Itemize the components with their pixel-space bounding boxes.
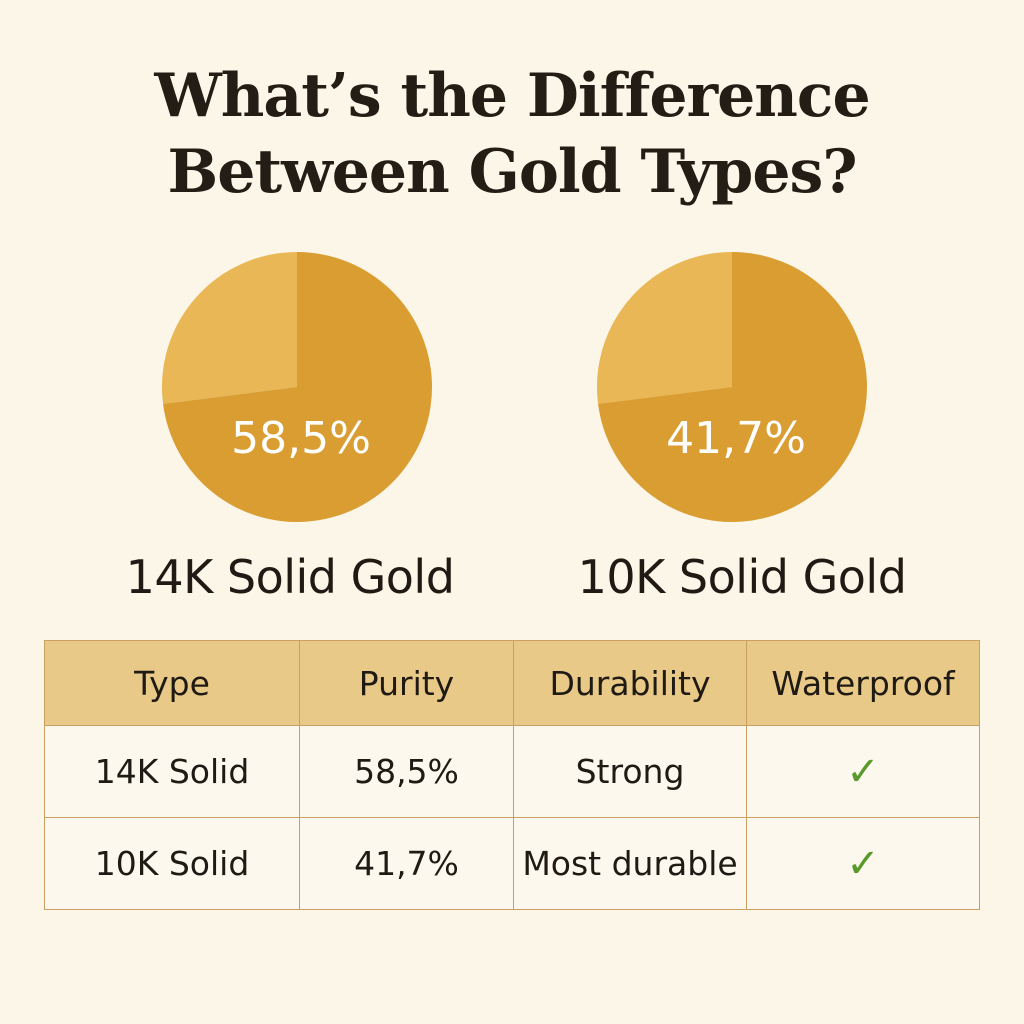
cell-type: 14K Solid: [44, 725, 300, 818]
pie-slice-0: [598, 252, 867, 522]
pie-slice-1: [162, 252, 297, 404]
table-header-row: Type Purity Durability Waterproof: [44, 640, 980, 726]
cell-durability: Most durable: [513, 817, 747, 910]
header-purity: Purity: [299, 640, 514, 726]
pie-value-label: 41,7%: [666, 413, 806, 464]
cell-purity: 58,5%: [299, 725, 514, 818]
table-row: 10K Solid 41,7% Most durable ✓: [44, 817, 980, 910]
pie-chart-10k: 41,7%: [597, 252, 867, 522]
title-line-1: What’s the Difference: [154, 61, 870, 131]
cell-purity: 41,7%: [299, 817, 514, 910]
pie-slice-1: [597, 252, 732, 404]
pie-caption-10k: 10K Solid Gold: [577, 550, 907, 604]
pie-chart-14k: 58,5%: [162, 252, 432, 522]
check-icon: ✓: [746, 817, 980, 910]
cell-durability: Strong: [513, 725, 747, 818]
title-line-2: Between Gold Types?: [167, 137, 858, 207]
header-type: Type: [44, 640, 300, 726]
header-waterproof: Waterproof: [746, 640, 980, 726]
cell-type: 10K Solid: [44, 817, 300, 910]
table-row: 14K Solid 58,5% Strong ✓: [44, 725, 980, 818]
pie-value-label: 58,5%: [231, 413, 371, 464]
header-durability: Durability: [513, 640, 747, 726]
page-title: What’s the Difference Between Gold Types…: [0, 58, 1024, 210]
check-icon: ✓: [746, 725, 980, 818]
pie-slice-0: [163, 252, 432, 522]
comparison-table: Type Purity Durability Waterproof 14K So…: [44, 640, 980, 910]
pie-caption-14k: 14K Solid Gold: [125, 550, 455, 604]
